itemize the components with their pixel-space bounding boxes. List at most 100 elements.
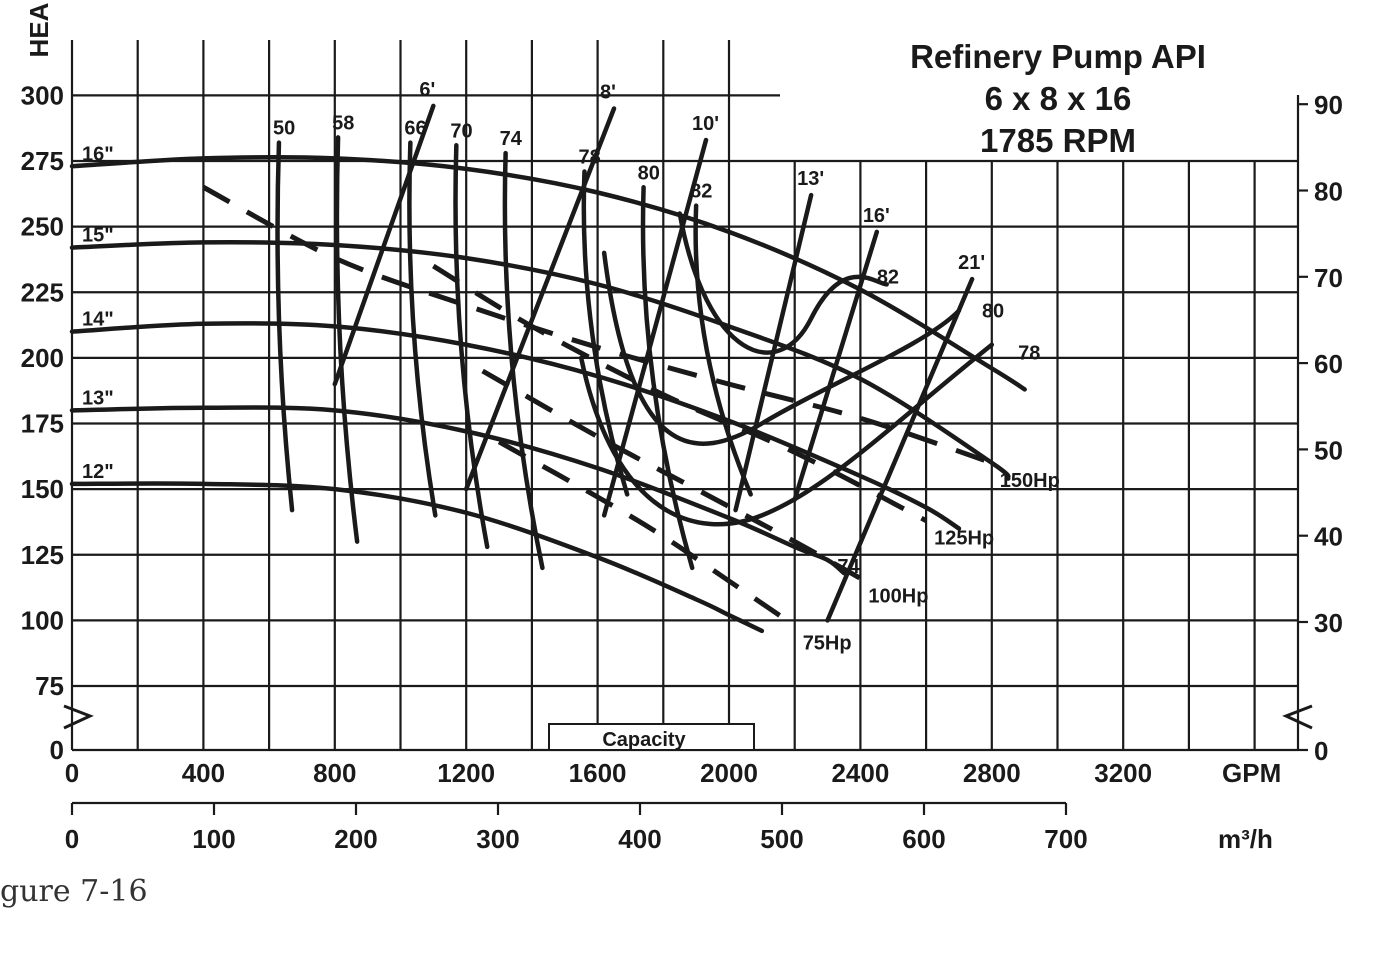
impeller-curve [69,239,1011,481]
npsh-line [332,103,436,387]
x-secondary-tick-label: 400 [618,824,661,854]
efficiency-label: 74 [837,556,860,578]
power-curve [432,263,928,523]
x-secondary-tick-label: 300 [476,824,519,854]
y-tick-label: 150 [21,474,64,504]
power-curves [202,185,993,628]
y-tick-label: 275 [21,146,64,176]
impeller-curves [69,154,1027,634]
power-curve [202,185,993,466]
x-tick-label: 3200 [1094,758,1152,788]
y-secondary-tick-label: 70 [1314,263,1343,293]
x-secondary-tick-label: 500 [760,824,803,854]
x-secondary-tick-label: 0 [65,824,79,854]
y-tick-label: 175 [21,409,64,439]
x-secondary-tick-label: 600 [902,824,945,854]
npsh-label: 6' [419,79,435,101]
impeller-curve [69,154,1027,392]
x-tick-label: 0 [65,758,79,788]
npsh-line [792,229,880,502]
x-tick-label: 2800 [963,758,1021,788]
impeller-curve [69,321,962,531]
y-secondary-tick-label: 80 [1314,177,1343,207]
x-tick-label: 400 [182,758,225,788]
power-curve-label: 100Hp [868,585,928,607]
axis-break-right [1282,704,1313,730]
npsh-line [825,276,975,623]
x-axis-unit-m3h: m³/h [1218,824,1273,854]
axis-break-left [63,704,94,730]
power-curve [497,439,797,628]
y-tick-label: 250 [21,212,64,242]
efficiency-curve [502,150,545,571]
impeller-curve-label: 15" [82,225,114,247]
y-axis-label: HEA [24,2,54,57]
y-secondary-tick-label: 30 [1314,608,1343,638]
efficiency-curve [693,203,753,497]
power-curve-label: 150Hp [1000,470,1060,492]
efficiency-loop [677,211,889,355]
efficiency-label: 78 [1018,343,1040,365]
efficiency-label: 82 [877,267,899,289]
figure-caption: gure 7-16 [0,874,148,909]
y-secondary-tick-label: 40 [1314,522,1343,552]
efficiency-label: 80 [638,162,660,184]
x-tick-label: 1600 [569,758,627,788]
efficiency-curve [334,135,360,544]
y-tick-label: 0 [50,735,64,765]
power-curve-label: 75Hp [803,633,852,655]
npsh-label: 16' [863,205,890,227]
grid-lines [72,40,1298,750]
x-tick-label: 800 [313,758,356,788]
efficiency-loop [578,342,995,527]
x-axis-unit-gpm: GPM [1222,758,1281,788]
x-tick-label: 2400 [831,758,889,788]
efficiency-label: 82 [690,181,712,203]
capacity-label: Capacity [602,729,686,751]
y-secondary-tick-label: 60 [1314,349,1343,379]
impeller-curve-label: 13" [82,387,114,409]
efficiency-curve [275,140,295,513]
efficiency-label: 58 [332,112,354,134]
y-tick-label: 200 [21,343,64,373]
y-secondary-tick-label: 90 [1314,90,1343,120]
x-secondary-tick-label: 700 [1044,824,1087,854]
y-tick-label: 125 [21,540,64,570]
chart-title-line-3: 1785 RPM [980,122,1136,159]
npsh-label: 8' [600,82,616,104]
efficiency-curve [407,140,438,518]
y-tick-label: 75 [35,671,64,701]
efficiency-label: 78 [578,147,600,169]
efficiency-label: 80 [982,301,1004,323]
npsh-label: 10' [692,113,719,135]
impeller-curve [69,405,847,576]
x-secondary-tick-label: 100 [192,824,235,854]
power-curve-label: 125Hp [934,528,994,550]
npsh-line [463,106,617,492]
efficiency-iso-curves [275,103,995,623]
npsh-line [733,192,814,513]
efficiency-label: 66 [404,118,426,140]
efficiency-label: 70 [450,120,472,142]
y-tick-label: 300 [21,80,64,110]
capacity-box [548,723,755,751]
y-secondary-tick-label: 50 [1314,435,1343,465]
x-secondary-tick-label: 200 [334,824,377,854]
efficiency-label: 74 [500,128,523,150]
y-tick-label: 100 [21,605,64,635]
y-secondary-tick-label: 0 [1314,736,1328,766]
x-tick-label: 2000 [700,758,758,788]
npsh-line [601,137,709,518]
chart-title-line-1: Refinery Pump API [910,38,1206,75]
npsh-label: 13' [797,168,824,190]
impeller-curve-label: 16" [82,143,114,165]
power-curve [481,368,862,581]
impeller-curve-label: 14" [82,309,114,331]
efficiency-label: 50 [273,118,295,140]
efficiency-curve [453,143,490,550]
impeller-curve-label: 12" [82,461,114,483]
npsh-label: 21' [958,252,985,274]
chart-title-line-2: 6 x 8 x 16 [985,80,1132,117]
